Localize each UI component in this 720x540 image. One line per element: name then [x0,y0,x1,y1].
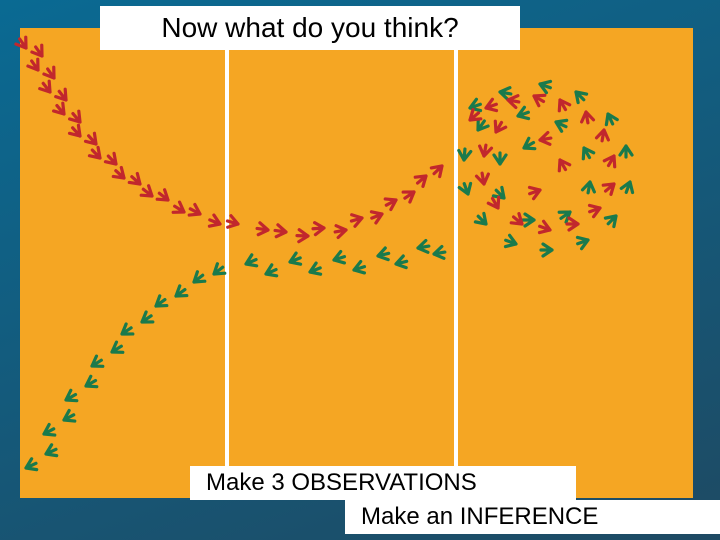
footprint-green-icon [459,182,474,196]
footprint-red-icon [274,225,287,238]
inference-caption-text: Make an INFERENCE [361,503,598,531]
footprint-green-icon [417,240,430,254]
footprint-green-icon [332,251,346,266]
footprint-green-icon [377,248,391,262]
footprint-red-icon [112,166,128,182]
footprint-green-icon [109,341,125,357]
footprint-green-icon [494,153,506,164]
footprint-green-icon [61,410,76,426]
footprint-green-icon [395,256,409,270]
footprint-green-icon [63,389,79,405]
footprint-green-icon [458,149,471,161]
footprint-green-icon [576,234,590,249]
inference-caption: Make an INFERENCE [345,500,720,534]
footprint-red-icon [383,195,398,211]
footprint-red-icon [350,212,364,227]
footprint-red-icon [370,208,385,223]
footprint-red-icon [539,132,552,146]
footprint-red-icon [15,36,31,52]
footprint-red-icon [208,214,223,229]
footprint-green-icon [541,244,552,256]
footprint-red-icon [187,204,202,220]
footprint-red-icon [156,188,172,204]
footprint-red-icon [171,201,187,217]
footprint-green-icon [152,295,168,311]
footprint-green-icon [582,181,596,194]
footprint-red-icon [52,102,68,118]
footprint-green-icon [579,145,595,161]
slide: Now what do you think? Make 3 OBSERVATIO… [0,0,720,540]
footprint-green-icon [308,262,323,277]
footprint-green-icon [523,214,534,226]
footprint-green-icon [603,111,619,126]
footprint-red-icon [140,184,156,200]
footprint-green-icon [538,78,552,93]
footprint-red-icon [104,152,120,168]
footprint-green-icon [352,261,366,276]
footprint-green-icon [604,212,620,228]
footprint-red-icon [538,221,552,236]
footprint-green-icon [521,137,537,153]
footprint-red-icon [414,171,430,187]
footprints-layer [0,0,720,540]
footprint-green-icon [620,146,632,157]
footprint-red-icon [555,157,571,173]
footprint-green-icon [516,107,530,122]
footprint-green-icon [119,323,135,339]
footprint-red-icon [88,146,104,162]
footprint-green-icon [504,235,518,250]
observations-caption-text: Make 3 OBSERVATIONS [206,469,477,497]
footprint-red-icon [602,179,618,195]
footprint-green-icon [264,264,279,279]
footprint-green-icon [190,270,206,286]
title-text: Now what do you think? [161,12,458,44]
footprint-red-icon [580,111,594,124]
footprint-green-icon [139,311,155,327]
footprint-green-icon [288,252,303,267]
footprint-green-icon [474,212,490,228]
footprint-red-icon [531,91,547,107]
footprint-green-icon [89,355,105,371]
footprint-green-icon [210,262,226,278]
footprint-red-icon [491,119,507,135]
footprint-green-icon [468,99,482,114]
footprint-red-icon [43,66,59,82]
footprint-red-icon [128,172,144,188]
footprint-green-icon [41,424,56,440]
footprint-red-icon [528,184,542,199]
footprint-red-icon [54,88,70,104]
footprint-red-icon [507,94,520,108]
footprint-red-icon [226,215,240,230]
footprint-green-icon [172,285,188,301]
footprint-red-icon [484,99,498,114]
footprint-red-icon [84,132,100,148]
footprint-green-icon [83,375,99,391]
footprint-red-icon [555,97,571,113]
footprint-red-icon [27,58,43,74]
footprint-red-icon [478,144,492,157]
footprint-green-icon [433,246,446,260]
footprint-green-icon [553,117,568,133]
footprint-red-icon [68,110,84,126]
footprint-red-icon [313,222,325,235]
footprint-red-icon [588,202,602,217]
footprint-green-icon [621,180,636,194]
title-box: Now what do you think? [100,6,520,50]
footprint-green-icon [43,444,58,460]
footprint-green-icon [23,458,38,474]
footprint-red-icon [334,224,347,238]
footprint-green-icon [244,254,259,269]
footprint-red-icon [256,223,269,236]
footprint-red-icon [430,162,446,178]
footprint-red-icon [596,129,610,142]
footprint-red-icon [31,44,47,60]
footprint-red-icon [402,187,418,203]
footprint-red-icon [68,124,84,140]
footprint-green-icon [572,88,588,104]
footprint-red-icon [603,153,619,169]
footprint-red-icon [38,80,54,96]
footprint-red-icon [476,172,490,185]
footprint-red-icon [297,230,308,242]
observations-caption: Make 3 OBSERVATIONS [190,466,576,500]
